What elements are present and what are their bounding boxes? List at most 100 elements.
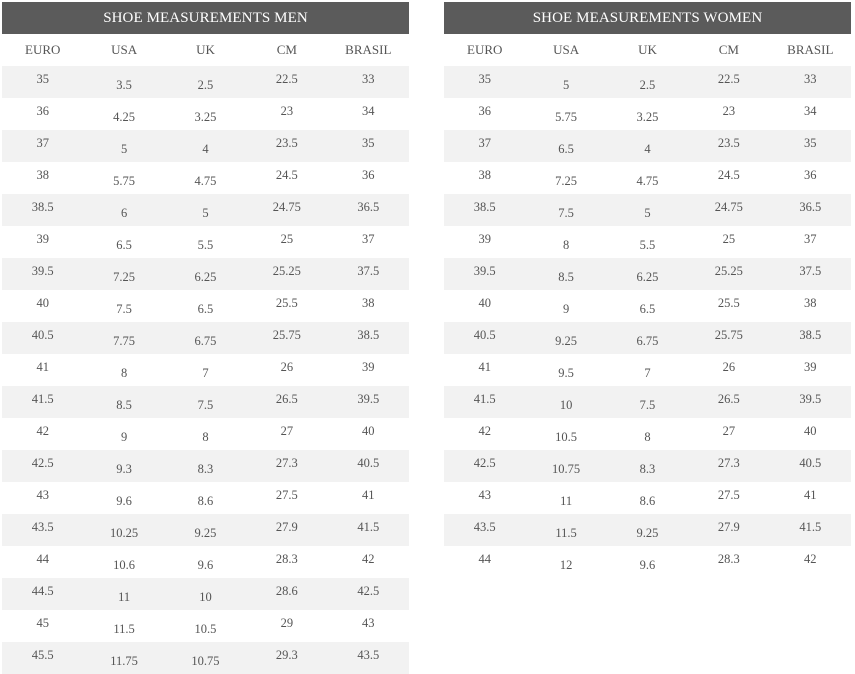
women-size-table: SHOE MEASUREMENTS WOMEN EURO USA UK CM BRASI… bbox=[444, 2, 851, 578]
cell-value: 25.75 bbox=[272, 327, 301, 342]
men-cell-euro: 45.5 bbox=[2, 642, 84, 674]
cell-value: 27.9 bbox=[275, 519, 298, 534]
cell-value: 5 bbox=[120, 141, 128, 156]
cell-value: 3.5 bbox=[116, 77, 132, 92]
men-cell-cm: 26 bbox=[246, 354, 328, 386]
men-cell-usa: 10.25 bbox=[83, 514, 165, 546]
women-cell-euro: 43 bbox=[444, 482, 526, 514]
women-cell-euro: 35 bbox=[444, 66, 526, 98]
cell-value: 38.5 bbox=[799, 327, 822, 342]
cell-value: 6.25 bbox=[636, 269, 659, 284]
cell-value: 42.5 bbox=[357, 583, 380, 598]
cell-value: 35 bbox=[36, 71, 49, 86]
men-column-header-brasil: BRASIL bbox=[345, 42, 392, 57]
men-column-header-uk: UK bbox=[196, 42, 215, 57]
cell-value: 40 bbox=[804, 423, 817, 438]
cell-value: 42.5 bbox=[31, 455, 54, 470]
cell-value: 10.25 bbox=[110, 525, 139, 540]
cell-value: 36 bbox=[36, 103, 49, 118]
cell-value: 37.5 bbox=[357, 263, 380, 278]
cell-value: 9.25 bbox=[555, 333, 578, 348]
men-cell-cm: 23 bbox=[246, 98, 328, 130]
cell-value: 26.5 bbox=[275, 391, 298, 406]
table-row: 36 4.25 3.25 23 34 bbox=[2, 98, 409, 130]
cell-value: 43 bbox=[478, 487, 491, 502]
cell-value: 7.5 bbox=[116, 301, 132, 316]
cell-value: 41 bbox=[362, 487, 375, 502]
women-cell-uk: 7.5 bbox=[606, 386, 689, 418]
men-cell-uk: 10.5 bbox=[164, 610, 247, 642]
cell-value: 24.5 bbox=[275, 167, 298, 182]
women-cell-uk: 4.75 bbox=[606, 162, 689, 194]
men-cell-uk: 7.5 bbox=[164, 386, 247, 418]
men-cell-brasil: 38.5 bbox=[327, 322, 409, 354]
cell-value: 9.5 bbox=[558, 365, 574, 380]
cell-value: 8 bbox=[120, 365, 128, 380]
women-cell-euro: 40.5 bbox=[444, 322, 526, 354]
women-cell-usa: 9.25 bbox=[525, 322, 607, 354]
women-cell-cm: 22.5 bbox=[688, 66, 770, 98]
table-row: 41 8 7 26 39 bbox=[2, 354, 409, 386]
men-cell-uk: 4 bbox=[164, 130, 247, 162]
cell-value: 34 bbox=[804, 103, 817, 118]
men-cell-euro: 45 bbox=[2, 610, 84, 642]
cell-value: 9.3 bbox=[116, 461, 132, 476]
men-cell-cm: 23.5 bbox=[246, 130, 328, 162]
men-cell-brasil: 38 bbox=[327, 290, 409, 322]
cell-value: 23.5 bbox=[717, 135, 740, 150]
women-cell-uk: 8.6 bbox=[606, 482, 689, 514]
women-cell-uk: 6.25 bbox=[606, 258, 689, 290]
men-cell-cm: 29 bbox=[246, 610, 328, 642]
cell-value: 39 bbox=[36, 231, 49, 246]
men-cell-cm: 22.5 bbox=[246, 66, 328, 98]
men-column-headers: EURO USA UK CM BRASIL bbox=[2, 34, 409, 66]
women-cell-usa: 7.5 bbox=[525, 194, 607, 226]
men-cell-cm: 26.5 bbox=[246, 386, 328, 418]
men-cell-brasil: 41 bbox=[327, 482, 409, 514]
cell-value: 36.5 bbox=[357, 199, 380, 214]
cell-value: 8.3 bbox=[639, 461, 656, 476]
men-cell-euro: 39 bbox=[2, 226, 84, 258]
table-row: 40.5 7.75 6.75 25.75 38.5 bbox=[2, 322, 409, 354]
men-cell-euro: 37 bbox=[2, 130, 84, 162]
women-cell-uk: 5 bbox=[606, 194, 689, 226]
cell-value: 9.25 bbox=[194, 525, 217, 540]
women-cell-euro: 39.5 bbox=[444, 258, 526, 290]
women-column-header-uk: UK bbox=[638, 42, 657, 57]
cell-value: 45.5 bbox=[31, 647, 54, 662]
women-cell-uk: 2.5 bbox=[606, 66, 689, 98]
men-cell-uk: 3.25 bbox=[164, 98, 247, 130]
cell-value: 11 bbox=[118, 589, 131, 604]
men-cell-uk: 4.75 bbox=[164, 162, 247, 194]
cell-value: 37 bbox=[36, 135, 49, 150]
cell-value: 6 bbox=[120, 205, 128, 220]
cell-value: 40 bbox=[362, 423, 375, 438]
women-cell-usa: 11 bbox=[525, 482, 607, 514]
women-cell-uk: 8 bbox=[606, 418, 689, 450]
men-cell-usa: 8 bbox=[83, 354, 165, 386]
cell-value: 42 bbox=[36, 423, 49, 438]
cell-value: 36 bbox=[478, 103, 491, 118]
cell-value: 38 bbox=[362, 295, 375, 310]
women-cell-cm: 23.5 bbox=[688, 130, 770, 162]
table-row: 41.5 10 7.5 26.5 39.5 bbox=[444, 386, 851, 418]
men-cell-euro: 36 bbox=[2, 98, 84, 130]
cell-value: 39 bbox=[478, 231, 491, 246]
men-cell-euro: 42.5 bbox=[2, 450, 84, 482]
cell-value: 9.25 bbox=[636, 525, 659, 540]
men-cell-uk: 6.25 bbox=[164, 258, 247, 290]
cell-value: 8.6 bbox=[639, 493, 656, 508]
cell-value: 8.5 bbox=[116, 397, 132, 412]
cell-value: 38 bbox=[36, 167, 49, 182]
women-cell-brasil: 38 bbox=[769, 290, 851, 322]
women-cell-cm: 27.3 bbox=[688, 450, 770, 482]
cell-value: 4 bbox=[202, 141, 209, 156]
women-cell-euro: 41 bbox=[444, 354, 526, 386]
men-table-title: SHOE MEASUREMENTS MEN bbox=[2, 2, 409, 34]
women-cell-cm: 25 bbox=[688, 226, 770, 258]
women-cell-euro: 44 bbox=[444, 546, 526, 578]
table-row: 43.5 11.5 9.25 27.9 41.5 bbox=[444, 514, 851, 546]
cell-value: 11.75 bbox=[110, 653, 138, 668]
cell-value: 40.5 bbox=[473, 327, 496, 342]
cell-value: 10.5 bbox=[194, 621, 217, 636]
